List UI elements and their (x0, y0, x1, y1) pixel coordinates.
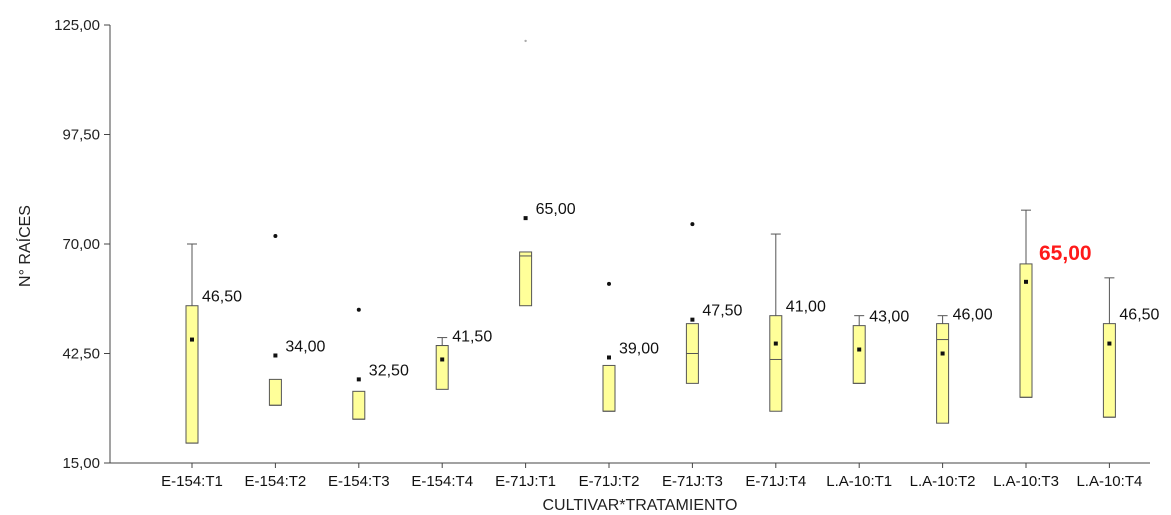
box (435, 345, 449, 390)
box (602, 364, 616, 412)
box (769, 315, 783, 412)
data-label: 46,00 (953, 307, 993, 324)
box (268, 378, 282, 406)
box (1102, 323, 1116, 418)
box-group-e-71j-t2: 39,00 (602, 281, 659, 412)
outlier-point (524, 39, 527, 43)
data-label: 34,00 (285, 338, 325, 355)
mean-marker (690, 317, 695, 322)
box (1019, 263, 1033, 398)
data-label: 47,50 (702, 303, 742, 320)
box-group-l-a-10-t3: 65,00 (1019, 209, 1092, 398)
x-tick-label: E-154:T3 (328, 473, 390, 490)
y-tick-label: 42,50 (62, 346, 100, 363)
x-tick-label: E-154:T4 (411, 473, 473, 490)
y-axis-title: N° RAÍCES (15, 205, 34, 287)
x-tick-label: L.A-10:T2 (910, 473, 976, 490)
box-group-l-a-10-t1: 43,00 (852, 309, 909, 384)
box (936, 323, 950, 424)
box-group-e-71j-t3: 47,50 (685, 222, 743, 384)
mean-marker (440, 357, 445, 362)
box-group-e-154-t2: 34,00 (268, 234, 326, 406)
data-label: 46,50 (202, 289, 242, 306)
x-tick-label: E-154:T1 (161, 473, 223, 490)
x-tick-label: L.A-10:T1 (826, 473, 892, 490)
mean-marker (523, 216, 528, 221)
x-tick-label: E-71J:T4 (745, 473, 806, 490)
box-group-e-154-t3: 32,50 (352, 307, 409, 420)
mean-marker (773, 341, 778, 346)
box-group-e-71j-t4: 41,00 (769, 233, 826, 412)
box-group-e-154-t1: 46,50 (185, 243, 242, 444)
mean-marker (356, 377, 361, 382)
mean-marker (857, 347, 862, 352)
box (352, 390, 366, 420)
x-tick-label: L.A-10:T4 (1076, 473, 1142, 490)
y-tick-label: 125,00 (54, 17, 100, 34)
x-tick-label: E-71J:T2 (579, 473, 640, 490)
y-axis: 15,00 42,50 70,00 97,50 125,00 (54, 17, 111, 472)
x-axis: E-154:T1 E-154:T2 E-154:T3 E-154:T4 E-71J:T1… (110, 462, 1150, 490)
outlier-point (607, 281, 611, 286)
box-group-e-154-t4: 41,50 (435, 329, 492, 390)
x-tick-label: E-154:T2 (245, 473, 307, 490)
mean-marker (940, 351, 945, 356)
box-group-l-a-10-t4: 46,50 (1102, 277, 1160, 418)
y-tick-label: 97,50 (62, 127, 100, 144)
outlier-point (356, 307, 361, 312)
data-label: 39,00 (619, 340, 659, 357)
mean-marker (273, 353, 278, 358)
data-label: 65,00 (536, 201, 576, 218)
data-label: 46,50 (1119, 307, 1159, 324)
data-label: 65,00 (1039, 242, 1092, 265)
data-label: 41,50 (452, 329, 492, 346)
box (185, 305, 199, 444)
x-tick-label: E-71J:T1 (495, 473, 556, 490)
y-tick-label: 15,00 (62, 455, 100, 472)
mean-marker (1107, 341, 1112, 346)
outlier-point (690, 222, 695, 227)
box-group-l-a-10-t2: 46,00 (936, 307, 993, 424)
plot-area: 46,50 34,00 32,50 41,50 65,00 39,00 47,50 41,00… (185, 39, 1160, 444)
outlier-point (273, 234, 278, 239)
x-axis-title: CULTIVAR*TRATAMIENTO (543, 497, 738, 514)
mean-marker (1024, 279, 1028, 284)
data-label: 43,00 (869, 309, 909, 326)
y-tick-label: 70,00 (62, 236, 100, 253)
box (519, 251, 533, 307)
x-tick-label: E-71J:T3 (662, 473, 723, 490)
box (852, 325, 866, 384)
data-label: 32,50 (369, 362, 409, 379)
mean-marker (190, 337, 194, 342)
box-group-e-71j-t1: 65,00 (519, 39, 576, 307)
mean-marker (607, 355, 611, 360)
data-label: 41,00 (786, 299, 826, 316)
x-tick-label: L.A-10:T3 (993, 473, 1059, 490)
